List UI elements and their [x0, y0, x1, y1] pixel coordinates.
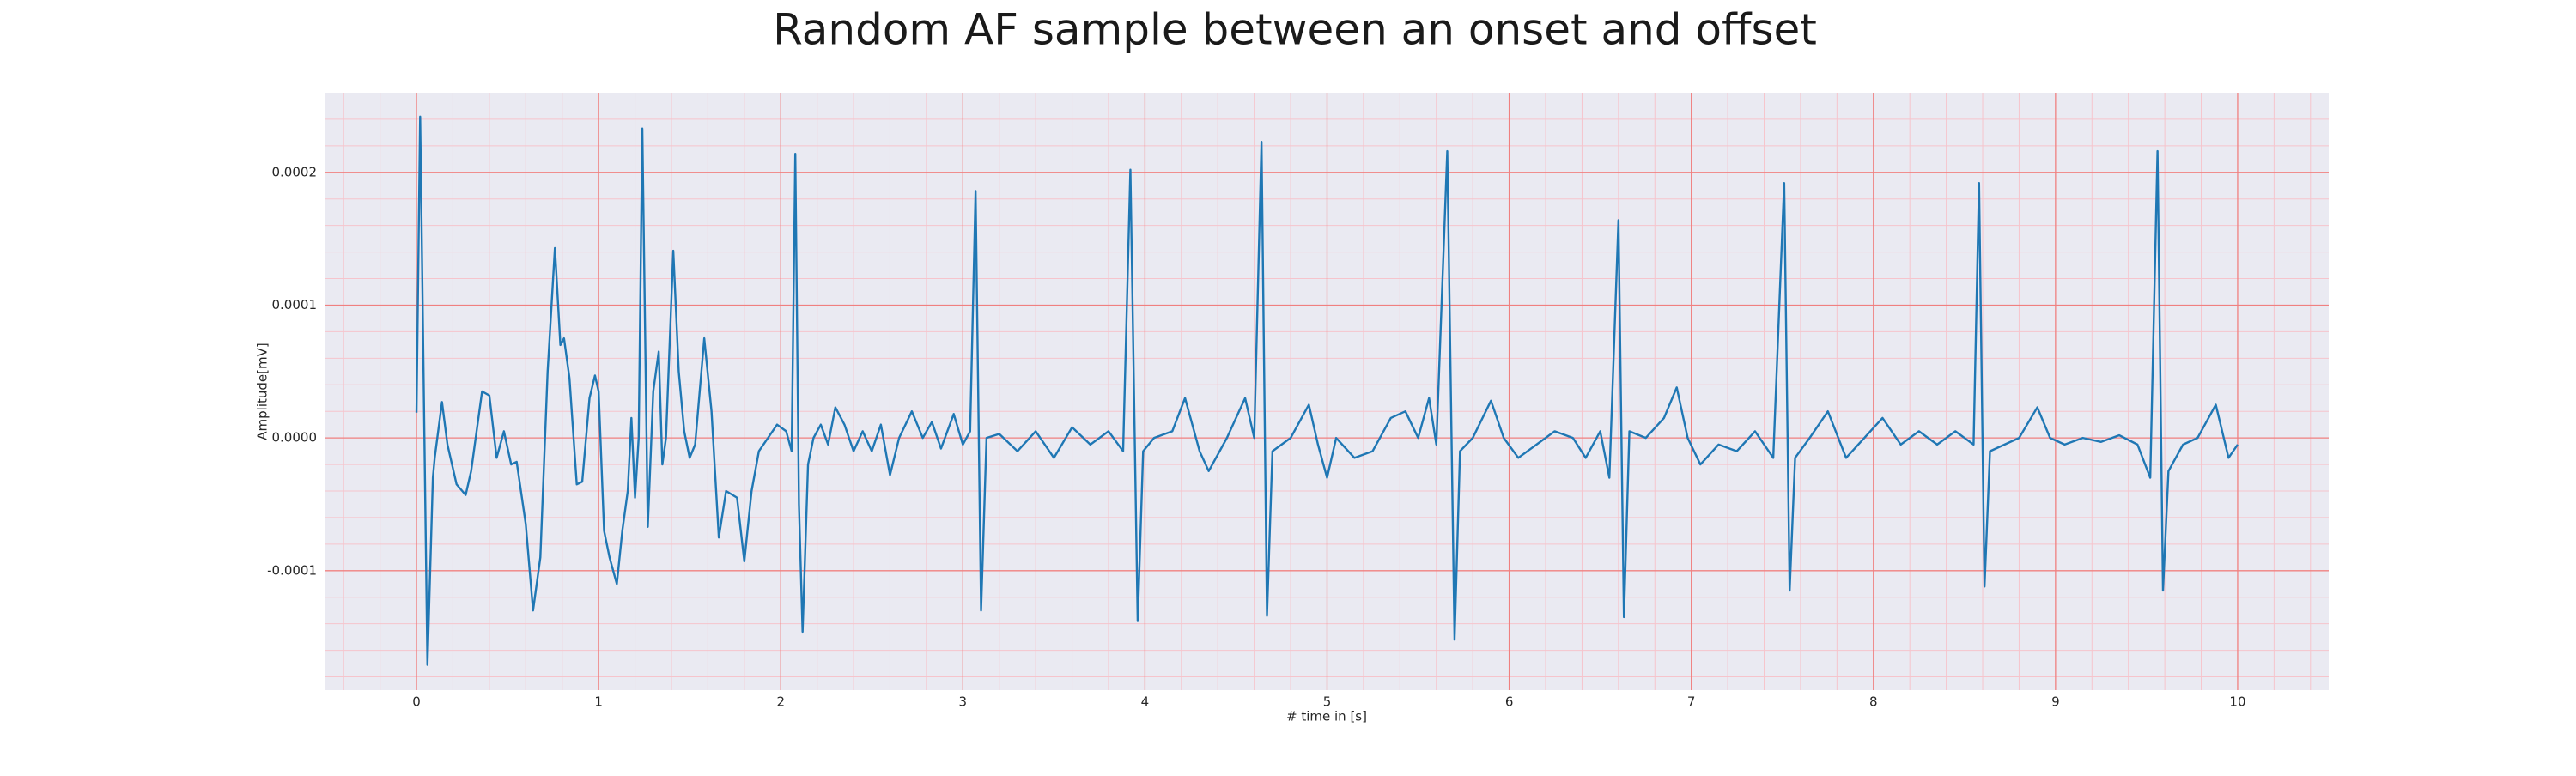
y-tick-label: 0.0001	[272, 297, 318, 312]
chart-title: Random AF sample between an onset and of…	[773, 5, 1817, 55]
x-tick-label: 10	[2229, 694, 2245, 710]
x-tick-label: 5	[1323, 694, 1332, 710]
x-tick-label: 4	[1141, 694, 1150, 710]
y-tick-label: 0.0002	[272, 164, 318, 179]
x-tick-label: 7	[1687, 694, 1696, 710]
x-axis-label: # time in [s]	[1286, 709, 1367, 724]
labels: 0 1 2 3 4 5 6 7 8 9 10 -0.0001 0.0000 0.0001 0.0002	[267, 164, 2245, 709]
grid	[325, 93, 2329, 690]
y-axis-label: Amplitude[mV]	[255, 343, 270, 440]
y-tick-label: 0.0000	[272, 430, 318, 446]
x-tick-label: 6	[1505, 694, 1514, 710]
x-tick-label: 0	[412, 694, 421, 710]
data-line	[415, 115, 2239, 666]
x-tick-label: 2	[776, 694, 785, 710]
x-tick-label: 3	[959, 694, 968, 710]
x-tick-label: 1	[594, 694, 603, 710]
y-tick-label: -0.0001	[267, 562, 317, 578]
x-tick-label: 8	[1869, 694, 1878, 710]
x-tick-label: 9	[2051, 694, 2060, 710]
data-layer	[415, 115, 2239, 666]
